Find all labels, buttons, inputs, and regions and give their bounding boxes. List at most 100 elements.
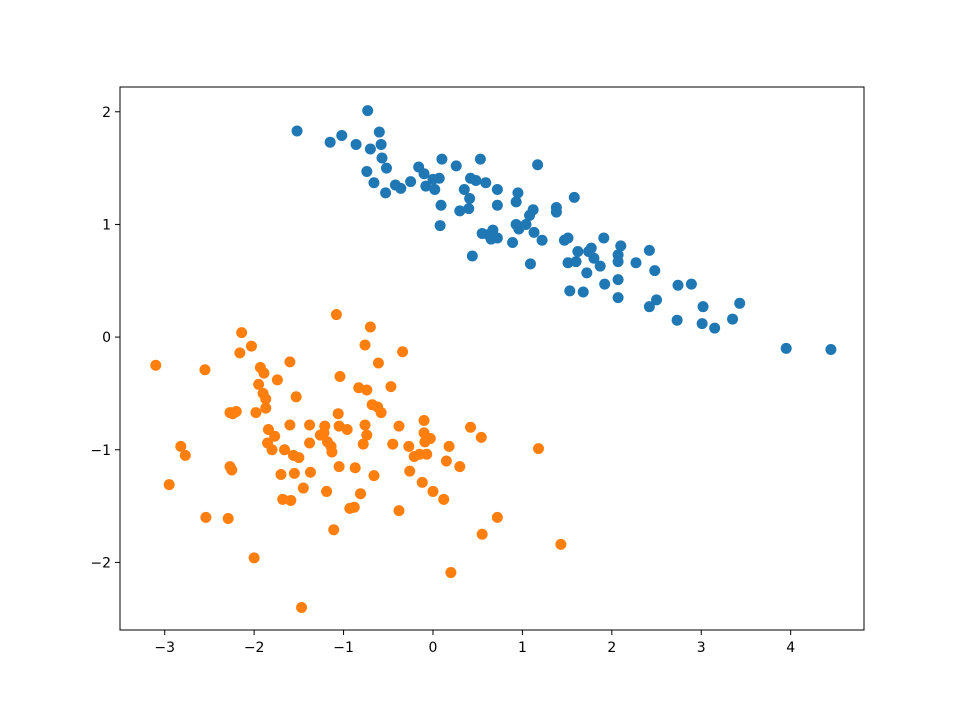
plot-frame <box>119 86 865 631</box>
data-point <box>418 414 430 426</box>
data-point <box>562 257 574 269</box>
data-point <box>438 493 450 505</box>
data-point <box>577 286 589 298</box>
data-point <box>734 297 746 309</box>
data-point <box>612 274 624 286</box>
data-point <box>368 470 380 482</box>
data-point <box>372 357 384 369</box>
data-point <box>649 265 661 277</box>
data-point <box>226 464 238 476</box>
data-point <box>355 488 367 500</box>
data-point <box>466 250 478 262</box>
data-point <box>253 378 265 390</box>
data-point <box>403 440 415 452</box>
data-point <box>328 524 340 536</box>
data-point <box>696 318 708 330</box>
data-point <box>230 405 242 417</box>
data-point <box>474 153 486 165</box>
data-point <box>250 407 262 419</box>
data-point <box>395 182 407 194</box>
data-point <box>572 245 584 257</box>
data-point <box>445 567 457 579</box>
data-point <box>326 446 338 458</box>
data-point <box>290 391 302 403</box>
y-tick-label: 0 <box>102 330 111 346</box>
data-point <box>727 313 739 325</box>
data-point <box>475 431 487 443</box>
data-point <box>458 184 470 196</box>
data-point <box>319 420 331 432</box>
data-point <box>397 346 409 358</box>
x-tick-label: 2 <box>607 640 616 656</box>
data-point <box>421 448 433 460</box>
data-point <box>375 407 387 419</box>
data-point <box>200 511 212 523</box>
data-point <box>491 199 503 211</box>
data-point <box>825 343 837 355</box>
data-point <box>528 226 540 238</box>
data-point <box>416 476 428 488</box>
data-point <box>443 440 455 452</box>
data-point <box>418 168 430 180</box>
data-point <box>150 359 162 371</box>
data-point <box>612 292 624 304</box>
data-point <box>376 152 388 164</box>
data-point <box>524 258 536 270</box>
data-point <box>570 256 582 268</box>
data-point <box>297 482 309 494</box>
data-point <box>359 419 371 431</box>
data-point <box>385 381 397 393</box>
data-point <box>349 462 361 474</box>
data-point <box>361 384 373 396</box>
data-point <box>533 443 544 455</box>
y-tick-label: 1 <box>102 217 111 233</box>
data-point <box>491 511 503 523</box>
data-point <box>463 203 475 215</box>
data-point <box>404 465 416 477</box>
data-point <box>476 528 488 540</box>
data-point <box>163 479 175 491</box>
data-point <box>266 444 278 456</box>
data-point <box>454 205 466 217</box>
data-point <box>588 252 600 264</box>
data-point <box>357 438 369 450</box>
data-point <box>222 512 234 524</box>
data-point <box>536 234 548 246</box>
data-point <box>480 177 492 189</box>
data-point <box>179 449 191 461</box>
data-point <box>709 322 721 334</box>
data-point <box>375 138 387 150</box>
data-point <box>348 501 360 513</box>
data-point <box>434 220 446 232</box>
data-point <box>275 469 287 481</box>
data-point <box>429 184 441 196</box>
data-point <box>420 180 432 192</box>
x-axis: −3 −2 −1 0 1 2 3 4 <box>154 630 795 656</box>
data-point <box>330 309 342 321</box>
data-point <box>380 187 392 199</box>
data-point <box>288 467 300 479</box>
data-point <box>321 485 333 497</box>
data-point <box>465 421 477 433</box>
data-point <box>512 187 524 199</box>
data-point <box>491 184 503 196</box>
data-point <box>568 191 580 203</box>
data-point <box>433 172 445 184</box>
data-point <box>175 440 187 452</box>
data-point <box>236 327 248 339</box>
data-point <box>304 437 316 449</box>
data-point <box>651 294 663 306</box>
x-tick-label: 1 <box>518 640 527 656</box>
data-point <box>532 159 544 171</box>
data-point <box>615 240 627 252</box>
data-point <box>284 419 296 431</box>
data-point <box>510 196 522 208</box>
data-point <box>341 423 353 435</box>
data-point <box>248 552 260 564</box>
data-point <box>780 342 792 354</box>
data-point <box>435 199 447 211</box>
series-2 <box>150 309 567 613</box>
data-point <box>350 138 362 150</box>
data-point <box>440 455 452 467</box>
